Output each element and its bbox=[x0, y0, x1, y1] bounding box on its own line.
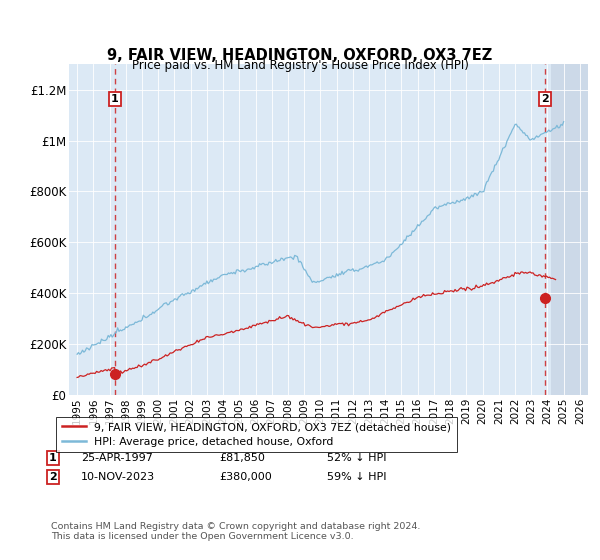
Text: Price paid vs. HM Land Registry's House Price Index (HPI): Price paid vs. HM Land Registry's House … bbox=[131, 59, 469, 72]
Text: Contains HM Land Registry data © Crown copyright and database right 2024.
This d: Contains HM Land Registry data © Crown c… bbox=[51, 522, 421, 542]
Text: 2: 2 bbox=[49, 472, 56, 482]
Text: 10-NOV-2023: 10-NOV-2023 bbox=[81, 472, 155, 482]
Text: 1: 1 bbox=[111, 94, 119, 104]
Text: 9, FAIR VIEW, HEADINGTON, OXFORD, OX3 7EZ: 9, FAIR VIEW, HEADINGTON, OXFORD, OX3 7E… bbox=[107, 49, 493, 63]
Text: 2: 2 bbox=[541, 94, 549, 104]
Legend: 9, FAIR VIEW, HEADINGTON, OXFORD, OX3 7EZ (detached house), HPI: Average price, : 9, FAIR VIEW, HEADINGTON, OXFORD, OX3 7E… bbox=[56, 417, 457, 452]
Text: £380,000: £380,000 bbox=[219, 472, 272, 482]
Text: 52% ↓ HPI: 52% ↓ HPI bbox=[327, 452, 386, 463]
Text: 25-APR-1997: 25-APR-1997 bbox=[81, 452, 153, 463]
Text: 1: 1 bbox=[49, 452, 56, 463]
Text: £81,850: £81,850 bbox=[219, 452, 265, 463]
Text: 59% ↓ HPI: 59% ↓ HPI bbox=[327, 472, 386, 482]
Bar bbox=[551, 64, 588, 395]
